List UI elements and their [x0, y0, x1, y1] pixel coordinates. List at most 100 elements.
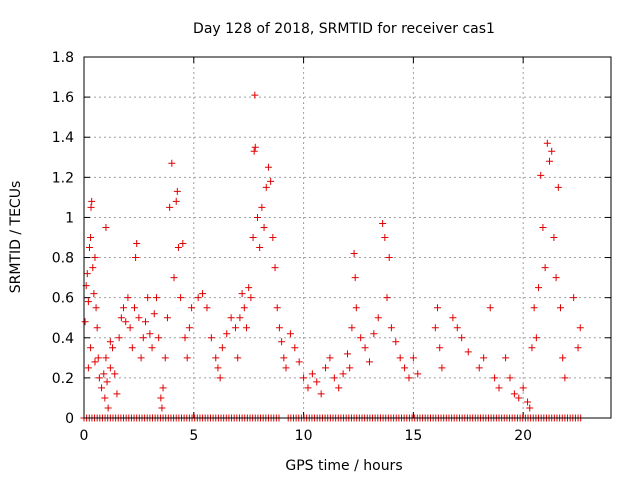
data-point	[326, 354, 334, 362]
data-point	[170, 274, 178, 282]
data-point	[177, 294, 185, 302]
data-point	[106, 338, 114, 346]
data-point	[300, 374, 308, 382]
x-tick-label: 0	[80, 428, 89, 444]
x-tick-label: 10	[295, 428, 313, 444]
data-point	[158, 404, 166, 412]
data-point	[556, 304, 564, 312]
data-point	[159, 384, 167, 392]
data-point	[144, 294, 152, 302]
y-tick-label: 1.8	[52, 50, 74, 66]
data-point	[313, 378, 321, 386]
data-point	[271, 264, 279, 272]
data-point	[157, 394, 165, 402]
data-point	[528, 344, 536, 352]
data-point	[351, 274, 359, 282]
data-point	[370, 330, 378, 338]
data-point	[251, 91, 259, 99]
data-point	[87, 234, 95, 241]
data-point	[278, 338, 286, 346]
data-point	[559, 354, 567, 362]
data-point	[574, 344, 582, 352]
data-point	[179, 240, 187, 248]
data-point	[102, 354, 110, 362]
data-point	[227, 314, 235, 322]
y-tick-label: 1.6	[52, 90, 74, 106]
data-point	[172, 197, 180, 205]
y-tick-label: 0.8	[52, 251, 74, 267]
data-point	[89, 264, 97, 272]
data-point	[214, 364, 222, 372]
data-point	[92, 304, 100, 312]
data-point	[135, 314, 143, 322]
data-point	[365, 358, 373, 366]
data-point	[506, 374, 514, 382]
data-point	[304, 384, 312, 392]
data-point	[546, 157, 554, 165]
data-point	[113, 390, 121, 398]
data-point	[85, 244, 93, 252]
data-point	[152, 294, 160, 302]
data-point	[576, 324, 584, 332]
data-point	[88, 197, 96, 205]
data-point	[361, 344, 369, 352]
data-point	[253, 213, 261, 221]
data-point	[117, 314, 125, 322]
data-point	[286, 330, 294, 338]
data-point	[256, 244, 264, 252]
data-point	[387, 324, 395, 332]
data-point	[449, 314, 457, 322]
data-point	[115, 334, 123, 342]
data-point	[543, 139, 551, 147]
data-point	[383, 294, 391, 302]
data-point	[148, 344, 156, 352]
data-point	[475, 364, 483, 372]
data-points	[80, 91, 585, 422]
data-point	[247, 294, 255, 302]
data-point	[515, 394, 523, 402]
data-point	[339, 370, 347, 378]
data-point	[139, 334, 147, 342]
data-point	[102, 223, 110, 231]
data-point	[124, 294, 132, 302]
data-point	[98, 384, 106, 392]
data-point	[183, 354, 191, 362]
chart-title: Day 128 of 2018, SRMTID for receiver cas…	[193, 21, 495, 37]
data-point	[414, 370, 422, 378]
data-point	[519, 384, 527, 392]
data-point	[94, 354, 102, 362]
data-point	[81, 318, 89, 326]
data-point	[510, 390, 518, 398]
data-point	[87, 203, 95, 211]
data-point	[392, 338, 400, 346]
data-point	[95, 374, 103, 382]
data-point	[91, 358, 99, 366]
data-point	[250, 147, 258, 155]
data-point	[194, 294, 202, 302]
data-point	[207, 334, 215, 342]
data-point	[163, 314, 171, 322]
data-point	[385, 254, 393, 262]
data-point	[212, 354, 220, 362]
data-point	[348, 324, 356, 332]
data-point	[526, 404, 534, 412]
data-point	[379, 219, 387, 227]
data-point	[83, 270, 91, 278]
data-point	[532, 334, 540, 342]
data-point	[166, 203, 174, 211]
data-point	[141, 318, 149, 326]
data-point	[137, 354, 145, 362]
data-point	[111, 370, 119, 378]
data-point	[539, 223, 547, 231]
plot-frame	[83, 56, 612, 419]
data-point	[104, 404, 112, 412]
y-tick-label: 1.4	[52, 130, 74, 146]
data-point	[234, 354, 242, 362]
data-point	[168, 159, 176, 167]
data-point	[491, 374, 499, 382]
y-tick-label: 0.6	[52, 291, 74, 307]
data-point	[486, 304, 494, 312]
data-point	[216, 374, 224, 382]
data-point	[223, 330, 231, 338]
